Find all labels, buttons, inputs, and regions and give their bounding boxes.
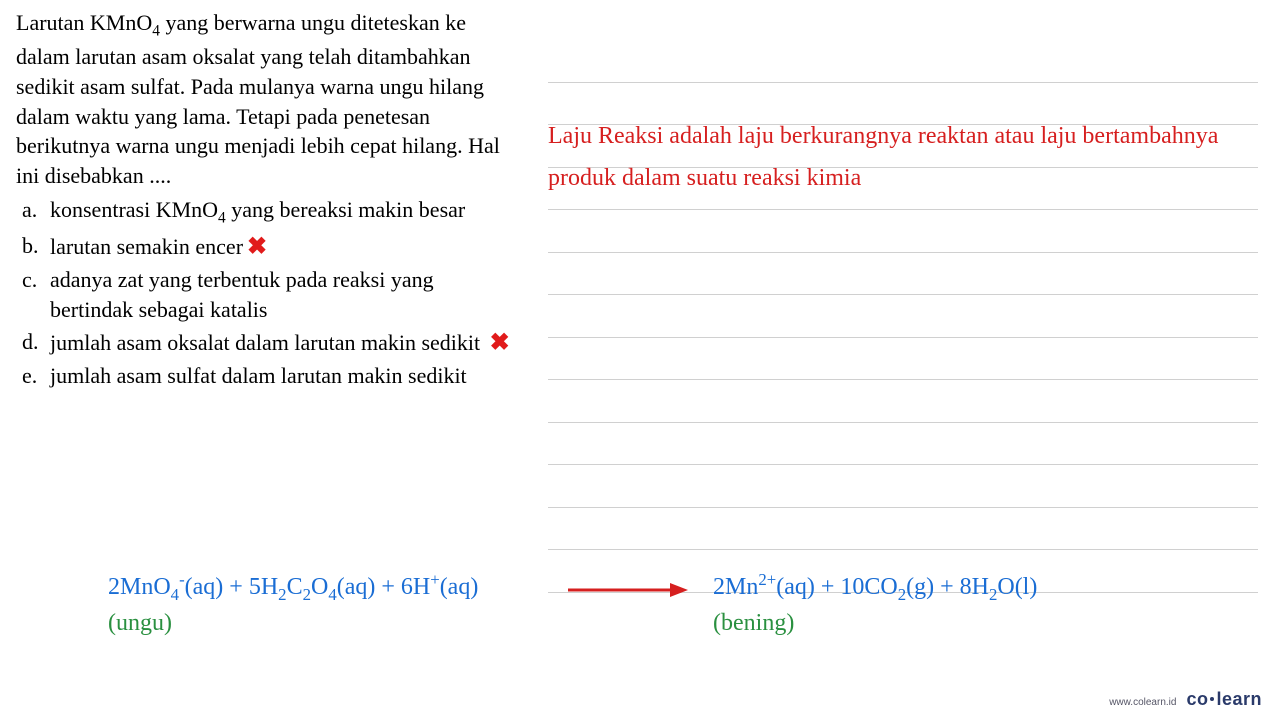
ruled-line [548, 380, 1258, 423]
ruled-line [548, 210, 1258, 253]
option-letter: b. [22, 231, 50, 263]
dot-icon [1210, 697, 1214, 701]
footer-url: www.colearn.id [1109, 697, 1176, 708]
option-e: e. jumlah asam sulfat dalam larutan maki… [22, 361, 516, 391]
definition-note: Laju Reaksi adalah laju berkurangnya rea… [548, 115, 1248, 199]
ruled-line [548, 508, 1258, 551]
footer: www.colearn.id colearn [1109, 689, 1262, 710]
option-text: larutan semakin encer✖ [50, 231, 516, 263]
option-c: c. adanya zat yang terbentuk pada reaksi… [22, 265, 516, 324]
option-b: b. larutan semakin encer✖ [22, 231, 516, 263]
arrow-icon [568, 580, 688, 600]
option-d: d. jumlah asam oksalat dalam larutan mak… [22, 327, 516, 359]
option-a: a. konsentrasi KMnO4 yang bereaksi makin… [22, 195, 516, 229]
cross-icon: ✖ [490, 327, 510, 359]
ruled-line [548, 40, 1258, 83]
option-letter: e. [22, 361, 50, 391]
product-label: (bening) [713, 610, 794, 637]
cross-icon: ✖ [247, 231, 267, 263]
brand-logo: colearn [1186, 689, 1262, 710]
option-letter: c. [22, 265, 50, 324]
option-text: jumlah asam oksalat dalam larutan makin … [50, 327, 516, 359]
ruled-line [548, 465, 1258, 508]
equation-products: 2Mn2+(aq) + 10CO2(g) + 8H2O(l) [713, 570, 1037, 605]
option-text: jumlah asam sulfat dalam larutan makin s… [50, 361, 516, 391]
option-text: konsentrasi KMnO4 yang bereaksi makin be… [50, 195, 516, 229]
ruled-line [548, 253, 1258, 296]
equation-reactants: 2MnO4-(aq) + 5H2C2O4(aq) + 6H+(aq) [108, 570, 478, 605]
option-letter: d. [22, 327, 50, 359]
question-body: Larutan KMnO4 yang berwarna ungu ditetes… [16, 8, 516, 191]
ruled-line [548, 423, 1258, 466]
question-block: Larutan KMnO4 yang berwarna ungu ditetes… [16, 8, 516, 391]
ruled-line [548, 338, 1258, 381]
option-text: adanya zat yang terbentuk pada reaksi ya… [50, 265, 516, 324]
option-letter: a. [22, 195, 50, 229]
ruled-line [548, 295, 1258, 338]
reactant-label: (ungu) [108, 610, 172, 637]
options-list: a. konsentrasi KMnO4 yang bereaksi makin… [16, 195, 516, 391]
